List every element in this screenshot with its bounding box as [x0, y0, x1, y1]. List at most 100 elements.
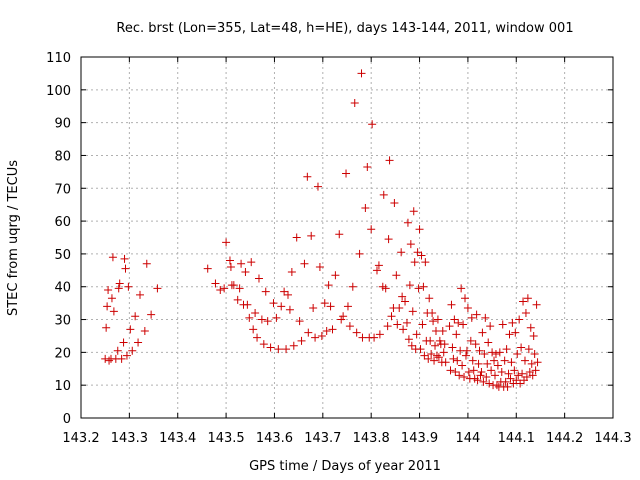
data-point	[295, 317, 304, 326]
grid	[81, 57, 613, 418]
data-point	[211, 279, 220, 288]
data-point	[102, 323, 111, 332]
data-point	[490, 371, 499, 380]
y-axis-label: STEC from uqrg / TECUs	[6, 160, 21, 316]
x-tick-label: 143.7	[304, 431, 341, 446]
data-point	[134, 338, 143, 347]
data-point	[335, 230, 344, 239]
y-tick-label: 20	[54, 346, 71, 361]
data-point	[418, 320, 427, 329]
data-point	[427, 350, 436, 359]
data-point	[421, 258, 430, 267]
data-point	[280, 287, 289, 296]
data-point	[385, 156, 394, 165]
data-point	[480, 350, 489, 359]
data-point	[472, 310, 481, 319]
data-point	[220, 284, 229, 293]
data-point	[512, 376, 521, 385]
data-point	[292, 233, 301, 242]
data-point	[440, 340, 449, 349]
data-point	[456, 346, 465, 355]
data-point	[410, 258, 419, 267]
x-tick-label: 143.5	[207, 431, 244, 446]
data-point	[282, 345, 291, 354]
data-point	[491, 350, 500, 359]
data-point	[343, 302, 352, 311]
data-point	[514, 371, 523, 380]
data-point	[297, 336, 306, 345]
data-point	[505, 330, 514, 339]
data-point	[322, 327, 331, 336]
data-point	[147, 310, 156, 319]
data-point	[529, 331, 538, 340]
data-point	[530, 350, 539, 359]
data-point	[431, 341, 440, 350]
data-point	[225, 256, 234, 265]
y-tick-label: 50	[54, 248, 71, 263]
data-point	[355, 249, 364, 258]
data-point	[426, 336, 435, 345]
data-point	[408, 307, 417, 316]
data-point	[504, 369, 513, 378]
data-point	[492, 381, 501, 390]
data-point	[406, 240, 415, 249]
data-point	[303, 172, 312, 181]
data-point	[451, 368, 460, 377]
data-point	[508, 318, 517, 327]
data-point	[463, 304, 472, 313]
data-point	[237, 259, 246, 268]
x-tick-label: 143.3	[111, 431, 148, 446]
data-point	[320, 299, 329, 308]
data-point	[516, 379, 525, 388]
data-point	[517, 343, 526, 352]
data-point	[300, 259, 309, 268]
x-tick-label: 143.4	[159, 431, 196, 446]
data-point	[253, 333, 262, 342]
data-point	[452, 330, 461, 339]
x-tick-label: 144.2	[546, 431, 583, 446]
data-point	[429, 317, 438, 326]
data-point	[402, 318, 411, 327]
data-point	[216, 286, 225, 295]
data-point	[479, 377, 488, 386]
data-point	[482, 372, 491, 381]
data-point	[384, 235, 393, 244]
y-tick-label: 70	[54, 182, 71, 197]
data-point	[114, 284, 123, 293]
data-point	[383, 322, 392, 331]
data-point	[307, 231, 316, 240]
data-point	[126, 325, 135, 334]
data-points	[101, 69, 542, 391]
data-point	[461, 351, 470, 360]
data-point	[455, 371, 464, 380]
x-tick-label: 144.1	[498, 431, 535, 446]
y-tick-label: 90	[54, 117, 71, 132]
data-point	[419, 282, 428, 291]
data-point	[476, 371, 485, 380]
data-point	[119, 338, 128, 347]
data-point	[484, 338, 493, 347]
data-point	[431, 327, 440, 336]
x-axis-label: GPS time / Days of year 2011	[249, 459, 441, 474]
data-point	[324, 281, 333, 290]
data-point	[136, 290, 145, 299]
data-point	[153, 284, 162, 293]
data-point	[283, 290, 292, 299]
data-point	[233, 295, 242, 304]
data-point	[488, 348, 497, 357]
data-point	[350, 98, 359, 107]
data-point	[285, 305, 294, 314]
data-point	[381, 284, 390, 293]
data-point	[348, 282, 357, 291]
data-point	[453, 356, 462, 365]
data-point	[121, 264, 130, 273]
data-point	[468, 356, 477, 365]
data-point	[469, 366, 478, 375]
x-tick-label: 143.2	[62, 431, 99, 446]
data-point	[203, 264, 212, 273]
data-point	[103, 302, 112, 311]
data-point	[131, 312, 140, 321]
data-point	[309, 304, 318, 313]
data-point	[447, 300, 456, 309]
data-point	[511, 328, 520, 337]
